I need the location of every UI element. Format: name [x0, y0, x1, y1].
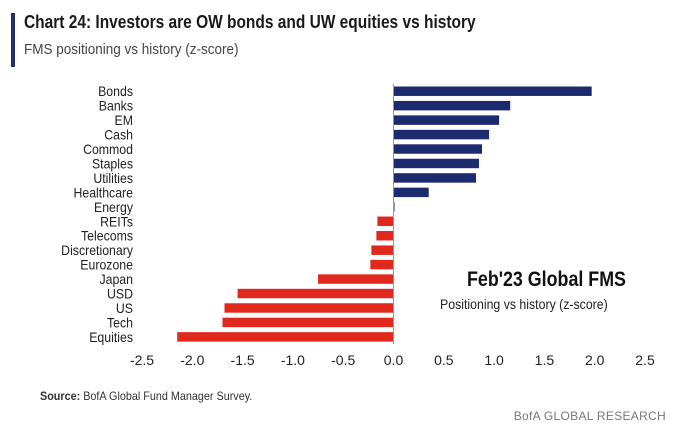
category-label: Equities — [89, 329, 133, 345]
bar-tech — [222, 317, 394, 328]
bar-eurozone — [370, 259, 394, 270]
source-text: BofA Global Fund Manager Survey. — [80, 389, 253, 403]
category-label: EM — [115, 112, 133, 128]
bar-em — [393, 115, 500, 125]
bar-japan — [318, 274, 394, 284]
bar-cash — [393, 129, 490, 140]
x-tick-label: 2.0 — [585, 352, 605, 368]
chart-subtitle: FMS positioning vs history (z-score) — [24, 41, 239, 58]
category-label: Healthcare — [73, 185, 133, 201]
x-tick-label: 1.0 — [484, 352, 504, 368]
category-label: Utilities — [93, 170, 133, 186]
bar-telecoms — [376, 231, 394, 241]
bar-healthcare — [393, 187, 429, 198]
category-label: Cash — [104, 127, 133, 143]
bar-utilities — [393, 173, 476, 183]
category-label: US — [116, 300, 133, 316]
bar-us — [224, 303, 394, 313]
brand-label: BofA GLOBAL RESEARCH — [513, 409, 666, 423]
bar-reits — [377, 216, 394, 226]
source-label: Source: — [40, 389, 81, 403]
category-label: Eurozone — [80, 257, 133, 273]
bar-staples — [393, 158, 480, 169]
category-label: Energy — [94, 199, 133, 215]
x-tick-label: -0.5 — [331, 352, 355, 368]
x-tick-label: 2.5 — [635, 352, 655, 368]
bar-commod — [393, 144, 483, 154]
category-label: Staples — [92, 156, 133, 172]
bar-equities — [177, 332, 394, 342]
annotation-subtitle: Positioning vs history (z-score) — [440, 296, 608, 312]
title-accent-bar — [11, 13, 15, 67]
category-label: Discretionary — [61, 242, 133, 258]
x-tick-label: 1.5 — [535, 352, 555, 368]
category-label: REITs — [100, 214, 133, 230]
category-label: Japan — [99, 271, 133, 287]
bar-usd — [237, 288, 394, 299]
category-label: USD — [107, 286, 133, 302]
category-label: Commod — [83, 141, 133, 157]
source-note: Source: BofA Global Fund Manager Survey. — [40, 389, 252, 403]
category-label: Telecoms — [81, 228, 133, 244]
x-tick-label: -1.0 — [281, 352, 305, 368]
x-tick-label: -2.5 — [130, 352, 154, 368]
category-label: Banks — [99, 98, 134, 114]
chart-title: Chart 24: Investors are OW bonds and UW … — [24, 12, 476, 32]
bar-bonds — [393, 86, 592, 96]
category-label: Tech — [107, 315, 133, 331]
bar-discretionary — [371, 245, 394, 255]
bar-banks — [393, 100, 511, 111]
category-label: Bonds — [98, 83, 133, 99]
x-tick-label: -1.5 — [231, 352, 255, 368]
annotation-title: Feb'23 Global FMS — [467, 268, 626, 291]
x-tick-label: -2.0 — [180, 352, 204, 368]
x-tick-label: 0.0 — [384, 352, 404, 368]
bar-energy — [393, 202, 395, 212]
x-tick-label: 0.5 — [434, 352, 454, 368]
